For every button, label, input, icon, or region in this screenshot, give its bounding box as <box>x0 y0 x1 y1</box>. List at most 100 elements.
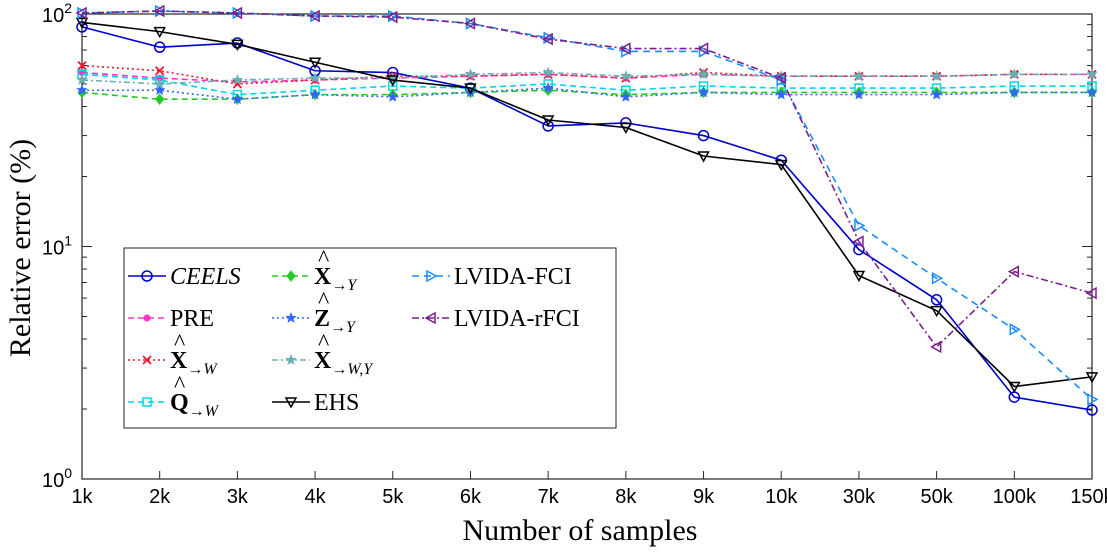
x-tick-label: 10k <box>765 486 798 508</box>
data-point <box>464 83 477 95</box>
data-point <box>1008 381 1021 394</box>
y-tick-exponent: 0 <box>64 465 72 481</box>
x-tick-label: 9k <box>693 486 715 508</box>
data-point <box>230 6 243 20</box>
legend-marker <box>286 270 296 282</box>
y-tick-base: 10 <box>42 470 64 492</box>
data-point <box>541 32 553 46</box>
x-tick-label: 8k <box>615 486 637 508</box>
y-tick-label: 101 <box>42 233 72 260</box>
data-point <box>930 88 943 100</box>
x-tick-label: 4k <box>305 486 327 508</box>
data-point <box>697 129 710 142</box>
x-tick-label: 150k <box>1070 486 1107 508</box>
data-point <box>1086 86 1098 98</box>
legend-label: CEELS <box>170 264 241 290</box>
y-tick-label: 102 <box>42 0 72 27</box>
series-line <box>81 73 1092 96</box>
data-point <box>463 17 476 30</box>
data-point <box>77 60 87 71</box>
legend-label-sub: →W <box>189 403 220 420</box>
legend-item: EHS <box>272 390 359 416</box>
data-point <box>76 21 88 33</box>
data-point <box>619 122 633 135</box>
legend-marker <box>141 270 153 282</box>
series-line <box>82 87 1092 101</box>
x-axis-label: Number of samples <box>463 514 698 547</box>
data-point <box>852 235 864 248</box>
y-tick-exponent: 1 <box>64 233 72 249</box>
data-point <box>852 270 866 283</box>
series-layer <box>75 4 1099 416</box>
series-line <box>81 10 1093 349</box>
legend-label: LVIDA-rFCI <box>454 306 580 332</box>
data-point <box>153 77 166 90</box>
legend-label: EHS <box>314 390 359 416</box>
legend-label: X→W,Y <box>314 348 374 378</box>
data-point <box>153 4 165 18</box>
legend-hat: ^ <box>174 372 185 398</box>
data-point <box>542 120 554 132</box>
legend-marker <box>143 314 151 322</box>
x-tick-label: 3k <box>227 486 249 508</box>
data-point <box>1009 323 1021 336</box>
data-point <box>774 159 788 172</box>
data-point <box>231 39 244 51</box>
data-point <box>930 70 943 82</box>
legend-marker <box>142 355 152 365</box>
data-point <box>930 294 943 306</box>
data-point <box>774 71 786 85</box>
data-point <box>153 84 166 96</box>
data-point <box>697 151 710 163</box>
data-point <box>153 26 166 39</box>
data-point <box>853 88 865 100</box>
data-point <box>1086 404 1098 416</box>
legend-label-base: Z <box>314 306 330 332</box>
data-point <box>155 93 165 106</box>
data-point <box>619 42 631 55</box>
legend-item: Z→Y^ <box>272 288 357 336</box>
data-point <box>232 79 243 89</box>
x-tick-label: 50k <box>920 486 953 508</box>
data-point <box>231 73 244 86</box>
series-9 <box>75 4 1097 354</box>
legend-item: PRE <box>128 306 214 332</box>
legend-hat: ^ <box>174 330 185 356</box>
axis-ticks: 1k2k3k4k5k6k7k8k9k10k30k50k100k150k10010… <box>42 0 1107 508</box>
legend-marker <box>285 311 297 324</box>
data-point <box>1008 68 1021 80</box>
data-point <box>1008 86 1021 98</box>
data-point <box>309 88 321 100</box>
data-point <box>75 17 89 29</box>
legend-label-sub: →W,Y <box>331 361 374 378</box>
legend-label-sub: →Y <box>330 319 357 336</box>
x-tick-label: 30k <box>843 486 876 508</box>
legend-box <box>123 247 617 429</box>
data-point <box>308 9 320 23</box>
x-tick-label: 2k <box>149 486 171 508</box>
series-line <box>81 71 1092 85</box>
legend-label-sub: →W <box>187 361 218 378</box>
legend-label-base: X <box>170 348 188 374</box>
legend-item: CEELS <box>128 264 241 290</box>
data-point <box>930 340 942 354</box>
data-point <box>854 219 866 232</box>
data-point <box>76 84 88 96</box>
x-tick-label: 6k <box>460 486 482 508</box>
y-tick-base: 10 <box>42 238 64 260</box>
data-point <box>697 86 710 98</box>
legend-hat: ^ <box>318 288 329 314</box>
data-point <box>1007 265 1020 278</box>
legend-item: LVIDA-FCI <box>412 264 572 290</box>
x-tick-label: 7k <box>538 486 560 508</box>
legend-hat: ^ <box>318 246 329 272</box>
legend-marker <box>285 353 297 366</box>
legend-item: Q→W^ <box>128 372 220 420</box>
series-7 <box>75 17 1099 394</box>
data-point <box>619 90 632 102</box>
legend-label-base: Q <box>170 390 189 416</box>
data-point <box>309 71 321 84</box>
series-line <box>81 21 1093 388</box>
